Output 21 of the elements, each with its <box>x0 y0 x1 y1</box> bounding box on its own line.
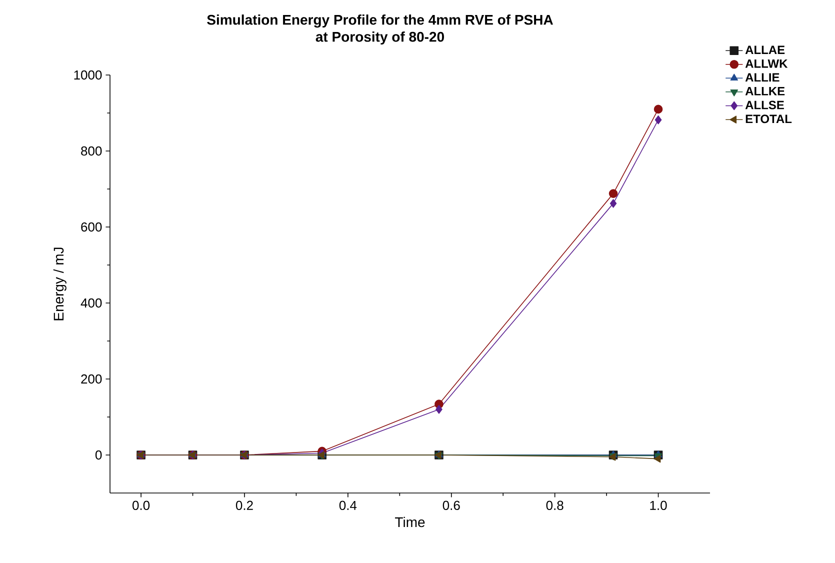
x-tick-label: 0.6 <box>442 500 460 510</box>
x-tick-label: 0.2 <box>236 500 253 510</box>
x-tick-label: 0.8 <box>546 500 564 510</box>
chart-title: Simulation Energy Profile for the 4mm RVE of PSHA at Porosity of 80-20 <box>207 14 553 45</box>
legend-label: ALLIE <box>745 73 780 82</box>
x-tick-label: 0.0 <box>132 500 150 510</box>
y-tick-label: 200 <box>81 374 102 384</box>
legend-label: ALLAE <box>745 46 785 54</box>
y-tick-label: 1000 <box>74 70 102 80</box>
y-tick-label: 0 <box>95 450 102 460</box>
x-tick-label: 0.4 <box>339 500 357 510</box>
legend-label: ETOTAL <box>746 114 792 124</box>
x-tick-label: 1.0 <box>650 500 667 510</box>
legend-label: ALLWK <box>745 60 788 68</box>
legend-label: ALLKE <box>745 87 785 96</box>
y-tick-label: 600 <box>81 222 102 232</box>
legend-label: ALLSE <box>745 100 784 110</box>
y-tick-label: 800 <box>81 146 102 156</box>
x-axis-title: Time <box>395 516 425 528</box>
y-axis-title: Energy / mJ <box>53 248 66 320</box>
y-tick-label: 400 <box>80 298 102 308</box>
